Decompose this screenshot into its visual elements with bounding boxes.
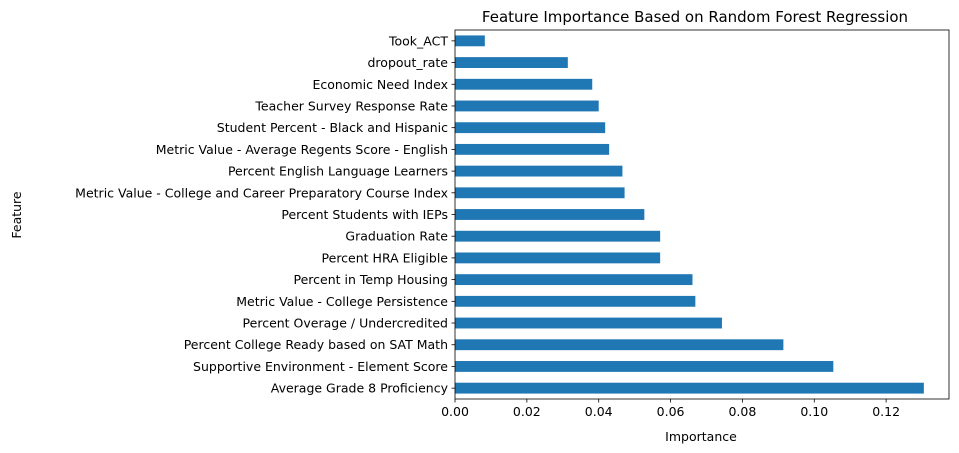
y-axis-title: Feature bbox=[9, 191, 24, 239]
bar bbox=[455, 35, 485, 47]
y-tick-label: Supportive Environment - Element Score bbox=[193, 359, 448, 374]
bar bbox=[455, 78, 593, 90]
y-tick-label: Percent College Ready based on SAT Math bbox=[184, 337, 448, 352]
bar bbox=[455, 252, 661, 264]
x-tick-label: 0.06 bbox=[657, 404, 685, 419]
bar bbox=[455, 317, 722, 329]
bar bbox=[455, 230, 661, 242]
y-tick-label: Percent English Language Learners bbox=[228, 164, 448, 179]
bar bbox=[455, 382, 924, 394]
y-tick-label: Metric Value - College and Career Prepar… bbox=[75, 185, 448, 200]
x-ticks: 0.00 0.02 0.04 0.06 0.08 0.10 0.12 bbox=[441, 399, 900, 419]
y-tick-label: dropout_rate bbox=[368, 55, 449, 70]
x-axis-title: Importance bbox=[665, 429, 737, 444]
x-tick-label: 0.02 bbox=[513, 404, 541, 419]
x-tick-label: 0.04 bbox=[585, 404, 613, 419]
bar bbox=[455, 165, 623, 177]
y-tick-label: Percent in Temp Housing bbox=[294, 272, 448, 287]
bar bbox=[455, 295, 696, 307]
bars-group bbox=[455, 35, 924, 394]
y-tick-label: Percent HRA Eligible bbox=[322, 250, 449, 265]
y-tick-label: Teacher Survey Response Rate bbox=[254, 98, 448, 113]
y-tick-label: Economic Need Index bbox=[312, 77, 448, 92]
bar bbox=[455, 57, 568, 68]
y-tick-label: Student Percent - Black and Hispanic bbox=[217, 120, 448, 135]
bar bbox=[455, 361, 834, 372]
y-tick-label: Took_ACT bbox=[388, 33, 448, 48]
bar bbox=[455, 187, 625, 199]
bar bbox=[455, 143, 610, 155]
y-tick-label: Percent Overage / Undercredited bbox=[243, 316, 448, 331]
y-tick-label: Percent Students with IEPs bbox=[281, 207, 448, 222]
y-tick-label: Graduation Rate bbox=[345, 229, 448, 244]
x-tick-label: 0.08 bbox=[728, 404, 756, 419]
y-tick-label: Metric Value - Average Regents Score - E… bbox=[156, 142, 448, 157]
bar bbox=[455, 274, 693, 286]
x-tick-label: 0.12 bbox=[872, 404, 900, 419]
x-tick-label: 0.10 bbox=[800, 404, 828, 419]
x-tick-label: 0.00 bbox=[441, 404, 469, 419]
y-tick-label: Metric Value - College Persistence bbox=[236, 294, 448, 309]
y-tick-labels: Average Grade 8 Proficiency Supportive En… bbox=[75, 33, 455, 396]
y-tick-label: Average Grade 8 Proficiency bbox=[271, 381, 449, 396]
chart-title: Feature Importance Based on Random Fores… bbox=[482, 8, 908, 26]
bar bbox=[455, 209, 645, 220]
bar bbox=[455, 100, 599, 112]
bar bbox=[455, 122, 606, 134]
plot-frame bbox=[454, 29, 950, 400]
bar bbox=[455, 339, 784, 351]
